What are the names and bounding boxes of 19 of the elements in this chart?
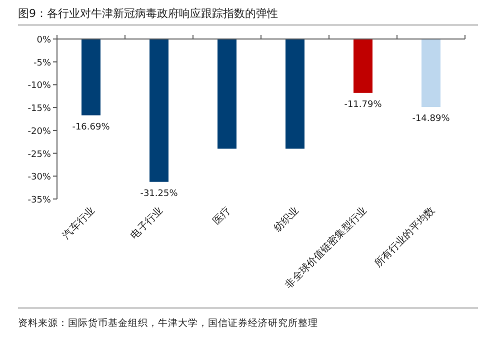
- y-tick-label: -30%: [28, 172, 52, 183]
- y-tick-label: -10%: [28, 81, 52, 92]
- data-label: -16.69%: [72, 122, 110, 132]
- data-label: -31.25%: [140, 188, 178, 199]
- x-tick-label: 纺织业: [271, 204, 302, 234]
- y-tick-label: -5%: [33, 58, 52, 68]
- x-tick-label: 汽车行业: [60, 204, 98, 242]
- chart-title: 图9：各行业对牛津新冠病毒政府响应跟踪指数的弹性: [18, 7, 278, 20]
- y-tick-label: -35%: [28, 196, 52, 206]
- y-tick-label: -25%: [28, 150, 52, 160]
- x-tick-label: 医疗: [210, 204, 234, 228]
- data-label: -14.89%: [412, 114, 450, 124]
- text: 资料来源：国际货币基金组织，牛津大学，国信证券经济研究所整理: [18, 317, 318, 329]
- x-tick-label: 电子行业: [128, 204, 166, 242]
- y-tick-label: 0%: [36, 36, 52, 46]
- y-tick-label: -15%: [28, 104, 52, 114]
- y-tick-label: -20%: [28, 126, 52, 137]
- data-label: -11.79%: [344, 100, 382, 110]
- x-tick-label: 所有行业的平均数: [372, 204, 438, 270]
